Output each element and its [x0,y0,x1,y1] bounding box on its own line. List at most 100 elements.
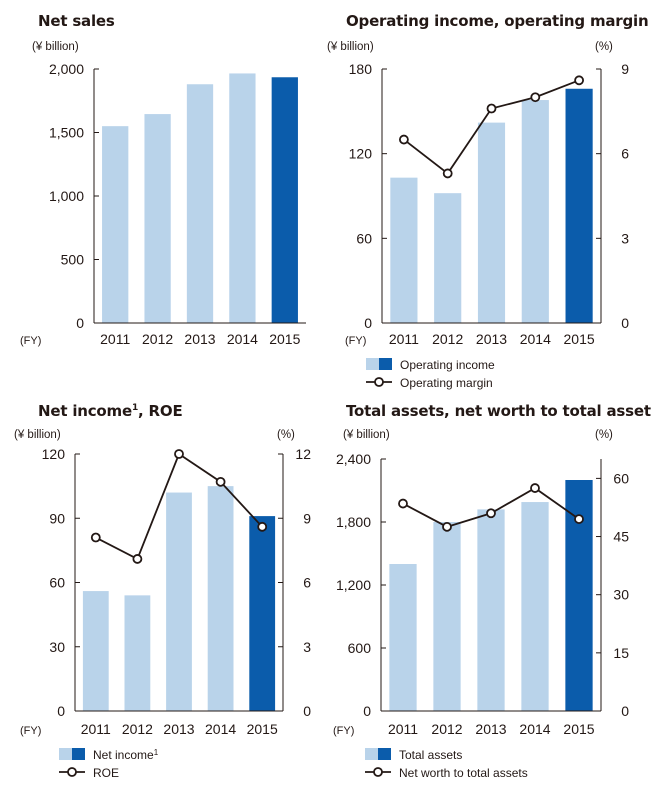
total-assets-title: Total assets, net worth to total assets [346,402,651,420]
net-income-panel: Net income1, ROE (¥ billion) (%) 120 90 60 30… [0,394,325,788]
bar-2015 [249,516,276,711]
y-tick-label: 180 [349,61,373,77]
legend-line-label: Net worth to total assets [399,766,528,780]
net-income-title-footnote: 1 [131,403,139,413]
x-tick-label: 2015 [563,721,594,737]
x-tick-label: 2013 [475,721,506,737]
legend-footnote: 1 [154,748,159,757]
line-point-2013 [486,508,496,519]
legend-bar-label: Operating income [400,358,495,372]
y2-tick-label: 0 [303,703,311,719]
y2-tick-label: 9 [303,510,311,526]
bar-2015 [565,88,593,323]
line-point-2014 [530,483,540,493]
x-tick-label: 2011 [389,331,419,347]
net-sales-title: Net sales [38,12,115,30]
unit-left: (¥ billion) [327,41,374,53]
line-point-2012 [442,168,453,179]
operating-income-title: Operating income, operating margin [346,12,649,30]
bar-2015 [271,77,298,323]
x-tick-label: 2014 [520,331,551,347]
bar-2012 [144,114,171,324]
fy-label: (FY) [333,725,354,737]
line-point-2014 [215,476,226,487]
x-tick-label: 2013 [184,331,215,347]
unit-right: (%) [277,429,295,441]
y-tick-label: 60 [356,230,372,246]
y-tick-label: 1,800 [336,514,371,530]
y2-tick-label: 30 [613,587,629,603]
y2-tick-label: 0 [621,703,629,719]
y-tick-label: 500 [61,252,85,268]
y2-tick-label: 9 [621,61,629,77]
y-tick-label: 2,400 [336,451,371,467]
total-assets-panel: Total assets, net worth to total assets … [325,394,651,788]
y-tick-label: 120 [42,446,66,462]
y-tick-label: 2,000 [49,61,84,77]
line-point-2012 [442,521,452,532]
y2-tick-label: 45 [613,529,629,545]
line-point-2013 [486,103,497,114]
y-tick-label: 1,000 [49,188,84,204]
line-point-2011 [90,532,101,543]
line-point-2011 [398,498,408,509]
fy-label: (FY) [20,335,41,347]
line-point-2015 [574,514,584,524]
y2-tick-label: 12 [295,446,311,462]
y-tick-label: 60 [49,575,65,591]
y2-tick-label: 3 [621,230,629,246]
y-tick-label: 120 [349,146,373,162]
bar-2014 [521,502,549,711]
line-point-2013 [174,449,184,459]
bar-2013 [186,84,214,324]
bar-2012 [434,193,462,323]
unit-left: (¥ billion) [14,429,61,441]
y-tick-label: 0 [364,315,372,331]
y-tick-label: 1,500 [49,125,84,141]
legend-line-marker [373,767,383,777]
bar-2013 [477,122,506,323]
operating-income-panel: Operating income, operating margin (¥ bi… [325,0,650,394]
x-tick-label: 2011 [81,721,111,737]
y-tick-label: 600 [348,640,372,656]
y-tick-label: 30 [49,639,65,655]
y-tick-label: 0 [76,315,84,331]
y2-tick-label: 0 [621,315,629,331]
bar-2012 [124,595,151,711]
x-tick-label: 2014 [519,721,550,737]
legend-line-label: Operating margin [400,376,493,390]
legend-swatch-light [365,748,378,760]
net-income-title-tail: , ROE [138,402,183,420]
unit-left: (¥ billion) [32,41,79,53]
x-tick-label: 2012 [122,721,153,737]
x-tick-label: 2015 [564,331,595,347]
legend-bar-label: Total assets [399,748,462,762]
x-tick-label: 2013 [163,721,194,737]
y-tick-label: 0 [57,703,65,719]
y2-tick-label: 6 [621,146,629,162]
x-tick-label: 2011 [100,331,130,347]
x-tick-label: 2015 [269,331,300,347]
legend-bar-label: Net income1 [93,748,159,763]
legend-line-label: ROE [93,766,119,780]
total-assets-chart: (¥ billion) (%) 2,400 1,800 1,200 600 0 60 45 30 1… [333,429,629,780]
unit-right: (%) [595,429,613,441]
legend-swatch-light [366,358,379,370]
bar-2014 [229,73,256,323]
x-tick-label: 2012 [431,721,462,737]
legend-swatch-dark [72,748,85,760]
y2-tick-label: 60 [613,470,629,486]
fy-label: (FY) [345,335,366,347]
bar-2013 [477,509,505,711]
net-income-title: Net income1, ROE [38,402,183,420]
unit-right: (%) [595,41,613,53]
bar-2011 [390,177,418,323]
operating-income-chart: (¥ billion) (%) 180 120 60 0 9 6 3 0 (FY) 2011 2012 2… [327,41,629,390]
legend-swatch-light [59,748,72,760]
y2-tick-label: 6 [303,575,311,591]
x-tick-label: 2012 [432,331,463,347]
y2-tick-label: 15 [613,645,629,661]
y2-tick-label: 3 [303,639,311,655]
x-tick-label: 2013 [476,331,507,347]
